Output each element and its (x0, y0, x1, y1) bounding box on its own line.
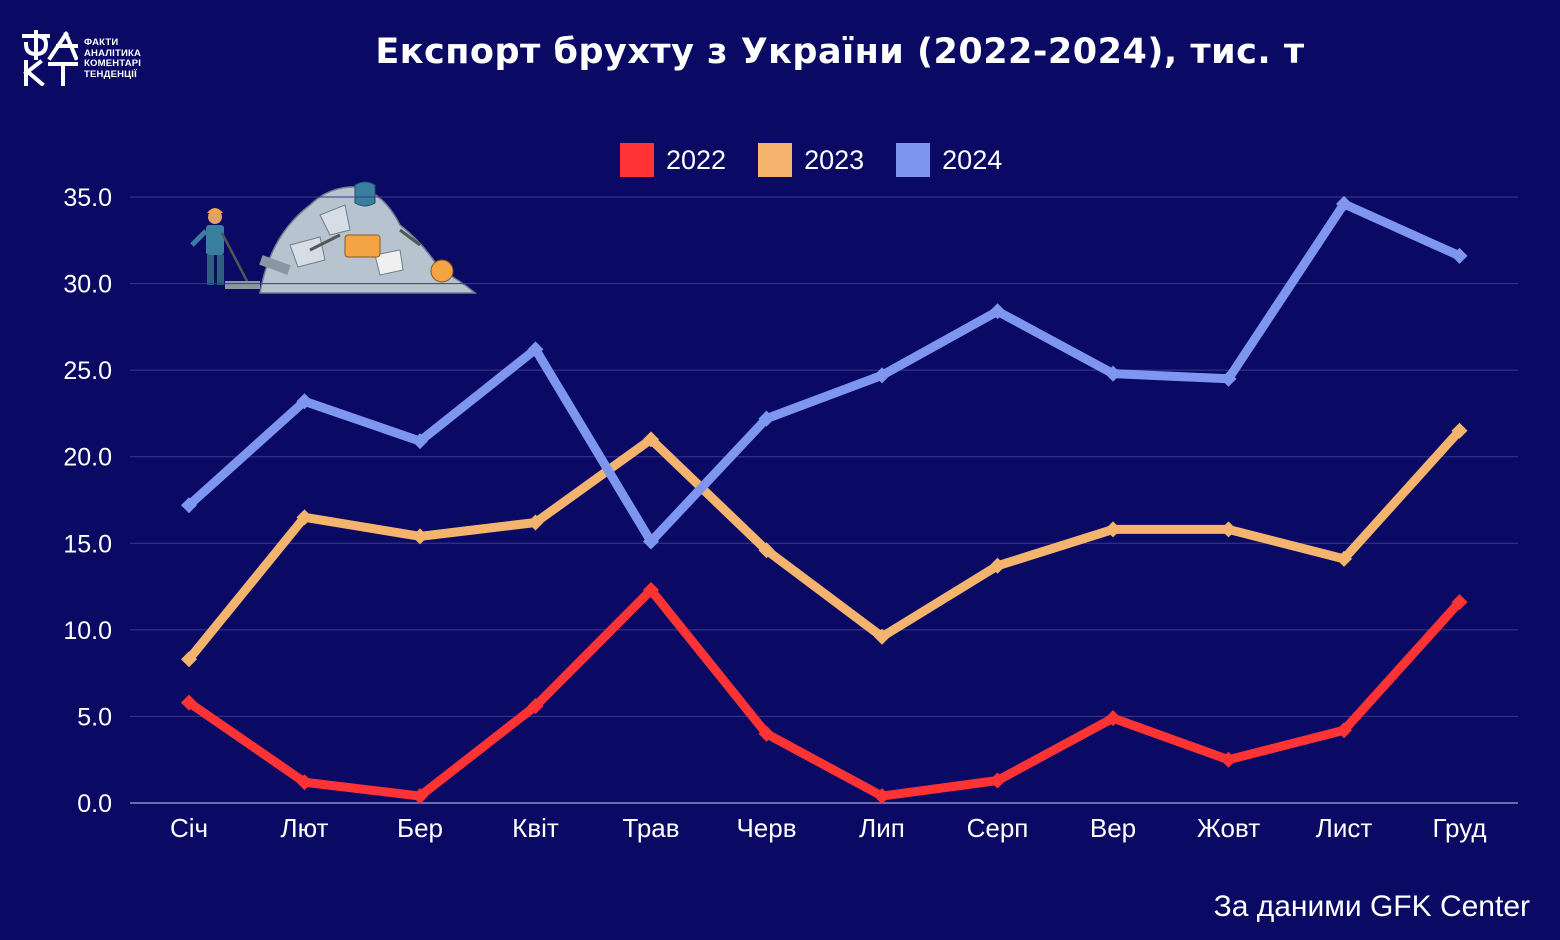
data-point (758, 542, 775, 559)
data-point (1220, 370, 1237, 387)
y-tick-label: 35.0 (63, 184, 112, 212)
data-point (1220, 521, 1237, 538)
x-tick-label: Черв (736, 813, 796, 843)
data-point (989, 557, 1006, 574)
legend-swatch (620, 143, 654, 177)
legend-label: 2022 (666, 144, 727, 175)
source-note: За даними GFK Center (1213, 890, 1530, 923)
x-tick-label: Лист (1316, 813, 1373, 843)
x-tick-label: Бер (397, 813, 443, 843)
series-line (184, 426, 1464, 664)
data-point (181, 651, 197, 668)
legend-label: 2023 (804, 144, 865, 175)
x-tick-label: Вер (1090, 813, 1136, 843)
x-tick-label: Жовт (1197, 813, 1260, 843)
data-point (643, 431, 659, 448)
data-point (1451, 422, 1468, 439)
x-tick-label: Груд (1432, 813, 1486, 843)
legend-label: 2024 (942, 144, 1003, 175)
data-point (296, 393, 313, 410)
data-point (1451, 594, 1468, 611)
data-point (643, 582, 659, 599)
x-tick-label: Лип (859, 813, 905, 843)
logo-line: ФАКТИ (84, 37, 119, 48)
y-tick-label: 10.0 (63, 617, 112, 645)
scrap-pile-illustration (190, 181, 478, 294)
x-tick-label: Серп (967, 813, 1029, 843)
legend-item-2023: 2023 (758, 143, 864, 177)
y-tick-label: 30.0 (63, 271, 112, 299)
data-point (1336, 550, 1352, 567)
data-point (181, 497, 197, 514)
data-point (1336, 195, 1352, 212)
data-point (758, 410, 775, 427)
legend: 2022 2023 2024 (620, 142, 1034, 178)
series-line (184, 585, 1464, 801)
x-tick-label: Січ (170, 813, 208, 843)
data-point (1105, 521, 1121, 538)
chart-title: Експорт брухту з України (2022-2024), ти… (375, 32, 1305, 72)
data-point (1220, 751, 1237, 768)
grid-layer (130, 196, 1518, 804)
legend-swatch (896, 143, 931, 177)
y-tick-label: 15.0 (63, 530, 112, 558)
y-tick-label: 0.0 (77, 790, 112, 818)
data-point (874, 628, 890, 645)
logo-line: ТЕНДЕНЦІЇ (84, 68, 137, 80)
series-layer (181, 195, 1468, 805)
data-point (181, 694, 197, 711)
x-tick-label: Квіт (512, 813, 559, 843)
legend-item-2022: 2022 (620, 143, 726, 177)
data-point (527, 514, 544, 531)
legend-swatch (758, 143, 793, 177)
data-point (1105, 710, 1121, 727)
y-axis: 0.0 5.0 10.0 15.0 20.0 25.0 30.0 35.0 (63, 184, 112, 818)
data-point (527, 341, 544, 358)
data-point (1105, 365, 1121, 382)
logo-line: АНАЛІТИКА (84, 47, 142, 59)
data-point (412, 788, 428, 805)
data-point (874, 367, 890, 384)
logo: ФАКТИ АНАЛІТИКА КОМЕНТАРІ ТЕНДЕНЦІЇ (20, 30, 160, 90)
data-point (989, 772, 1006, 789)
y-tick-label: 25.0 (63, 357, 112, 385)
series-line (184, 199, 1464, 547)
series-2023 (181, 422, 1468, 668)
series-2024 (181, 195, 1468, 550)
legend-item-2024: 2024 (896, 143, 1002, 177)
logo-mark-icon (22, 30, 78, 86)
data-point (296, 774, 313, 791)
data-point (643, 533, 659, 550)
data-point (989, 303, 1006, 320)
data-point (412, 433, 428, 450)
series-2022 (181, 582, 1468, 805)
data-point (296, 509, 313, 526)
data-point (758, 725, 775, 742)
data-point (527, 698, 544, 715)
logo-text: ФАКТИ АНАЛІТИКА КОМЕНТАРІ ТЕНДЕНЦІЇ (84, 37, 142, 80)
x-tick-label: Лют (281, 813, 329, 843)
y-tick-label: 20.0 (63, 444, 112, 472)
y-tick-label: 5.0 (77, 703, 112, 731)
x-tick-label: Трав (622, 813, 679, 843)
x-axis: Січ Лют Бер Квіт Трав Черв Лип Серп Вер Жовт Лист Г… (170, 813, 1487, 843)
logo-line: КОМЕНТАРІ (84, 58, 142, 69)
data-point (1336, 722, 1352, 739)
data-point (874, 788, 890, 805)
data-point (1451, 247, 1468, 264)
data-point (412, 528, 428, 545)
